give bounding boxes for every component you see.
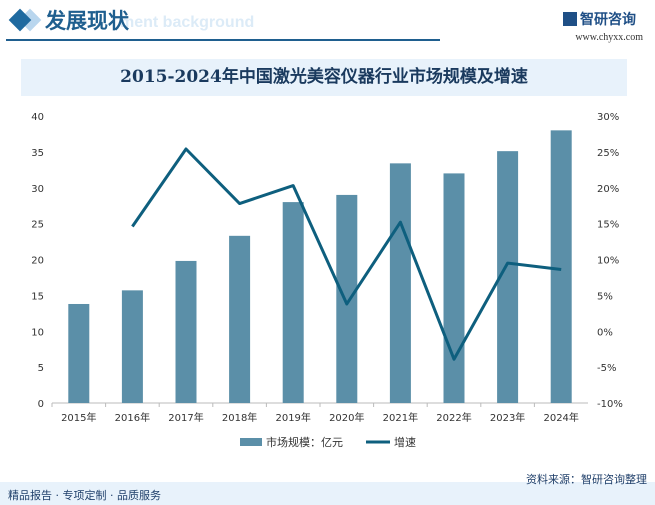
y2-tick-label: 20%	[597, 184, 619, 195]
x-tick-label: 2019年	[275, 411, 310, 424]
x-tick-label: 2023年	[490, 411, 525, 424]
header-title: 发展现状	[45, 9, 129, 33]
y-tick-label: 35	[31, 148, 44, 159]
chart-title: 2015-2024年中国激光美容仪器行业市场规模及增速	[120, 67, 528, 87]
y2-tick-label: -5%	[597, 363, 616, 374]
y2-tick-label: 0%	[597, 327, 613, 338]
y-tick-label: 5	[38, 363, 44, 374]
bar	[497, 151, 519, 403]
y-tick-label: 15	[31, 291, 44, 302]
legend-bar-label: 市场规模：亿元	[266, 435, 343, 449]
y2-tick-label: 30%	[597, 112, 619, 123]
x-tick-label: 2020年	[329, 411, 364, 424]
growth-line	[131, 147, 562, 361]
header-divider	[6, 39, 440, 41]
y-tick-label: 0	[38, 399, 44, 410]
y-tick-label: 10	[31, 327, 44, 338]
footer-tagline: 精品报告 · 专项定制 · 品质服务	[8, 489, 161, 502]
y2-tick-label: 10%	[597, 256, 619, 267]
website-url: www.chyxx.com	[575, 32, 643, 43]
legend-bar-swatch	[240, 438, 262, 446]
legend-line-label: 增速	[394, 435, 416, 449]
x-tick-label: 2021年	[383, 411, 418, 424]
bar	[68, 303, 90, 403]
x-tick-label: 2024年	[543, 411, 578, 424]
bar	[336, 194, 358, 403]
x-tick-label: 2016年	[115, 411, 150, 424]
y-tick-label: 25	[31, 220, 44, 231]
logo-text: 智研咨询	[580, 12, 636, 28]
bar	[282, 202, 304, 403]
bar	[443, 173, 465, 403]
y-tick-label: 30	[31, 184, 44, 195]
y2-tick-label: 5%	[597, 291, 613, 302]
chart-title-box	[21, 59, 627, 96]
logo: 智研咨询	[563, 9, 636, 29]
x-tick-label: 2022年	[436, 411, 471, 424]
y-tick-label: 20	[31, 256, 44, 267]
y-tick-label: 40	[31, 112, 44, 123]
logo-icon	[563, 12, 577, 26]
x-tick-label: 2015年	[61, 411, 96, 424]
x-tick-label: 2018年	[222, 411, 257, 424]
footer-bar	[0, 482, 655, 505]
y2-tick-label: 25%	[597, 148, 619, 159]
x-tick-label: 2017年	[168, 411, 203, 424]
bar	[175, 260, 197, 403]
source-note: 资料来源：智研咨询整理	[526, 473, 647, 486]
bar	[121, 290, 143, 403]
bar	[229, 235, 251, 403]
y2-tick-label: 15%	[597, 220, 619, 231]
bar	[550, 130, 572, 403]
y2-tick-label: -10%	[597, 399, 623, 410]
bar	[389, 163, 411, 403]
